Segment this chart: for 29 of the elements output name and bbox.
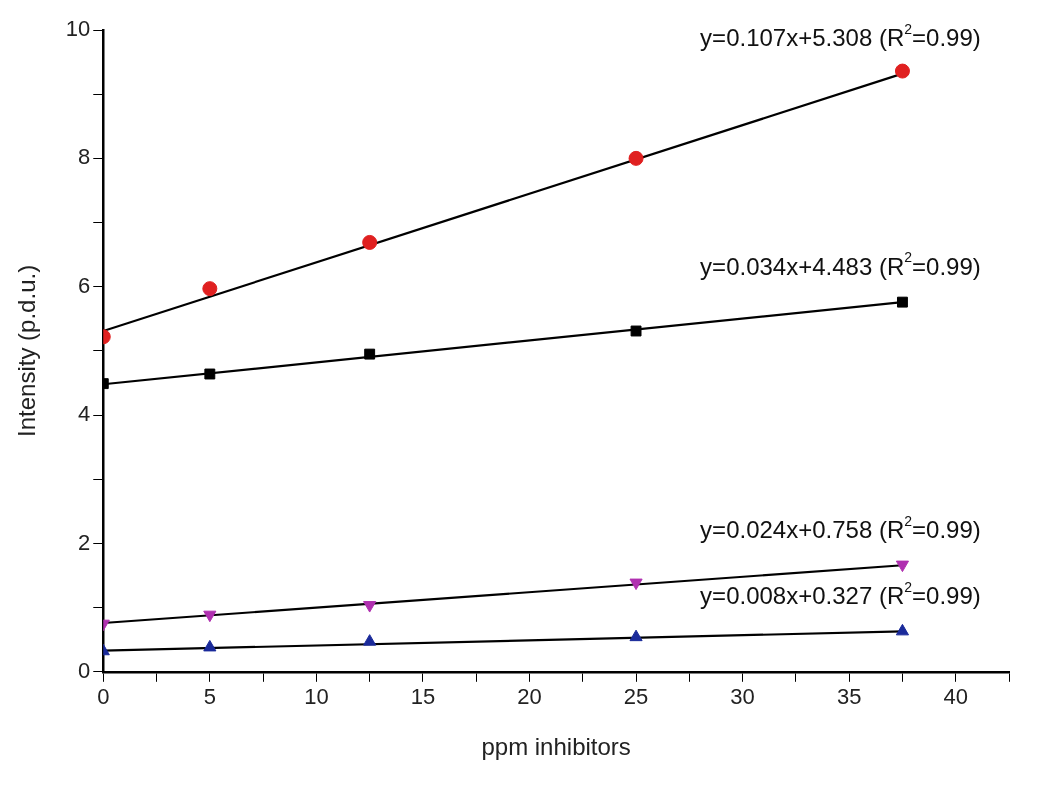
point — [630, 325, 642, 337]
y-axis-title: Intensity (p.d.u.) — [13, 264, 41, 437]
x-tick-label: 35 — [836, 684, 862, 710]
x-tick-label: 20 — [517, 684, 542, 710]
x-axis-title: ppm inhibitors — [481, 733, 631, 761]
point — [363, 601, 377, 613]
x-tick-label: 5 — [203, 684, 216, 710]
point — [362, 234, 378, 250]
y-tick-label: 6 — [78, 272, 91, 298]
point — [203, 610, 217, 623]
point — [895, 560, 910, 573]
point — [629, 578, 643, 591]
y-tick-label: 0 — [78, 657, 91, 683]
x-tick-label: 15 — [410, 684, 436, 710]
y-tick-label: 10 — [65, 16, 91, 42]
x-tick-label: 30 — [730, 684, 755, 710]
x-tick-label: 40 — [943, 684, 968, 710]
point — [896, 296, 908, 308]
point — [204, 368, 216, 380]
x-tick-label: 25 — [623, 684, 649, 710]
point — [894, 63, 910, 79]
y-tick-label: 4 — [78, 401, 91, 427]
y-tick-label: 2 — [78, 529, 91, 555]
point — [628, 150, 644, 166]
point — [202, 281, 218, 297]
point — [364, 348, 376, 360]
x-tick-label: 10 — [304, 684, 329, 710]
y-tick-label: 8 — [78, 144, 91, 170]
x-tick-label: 0 — [97, 684, 110, 710]
